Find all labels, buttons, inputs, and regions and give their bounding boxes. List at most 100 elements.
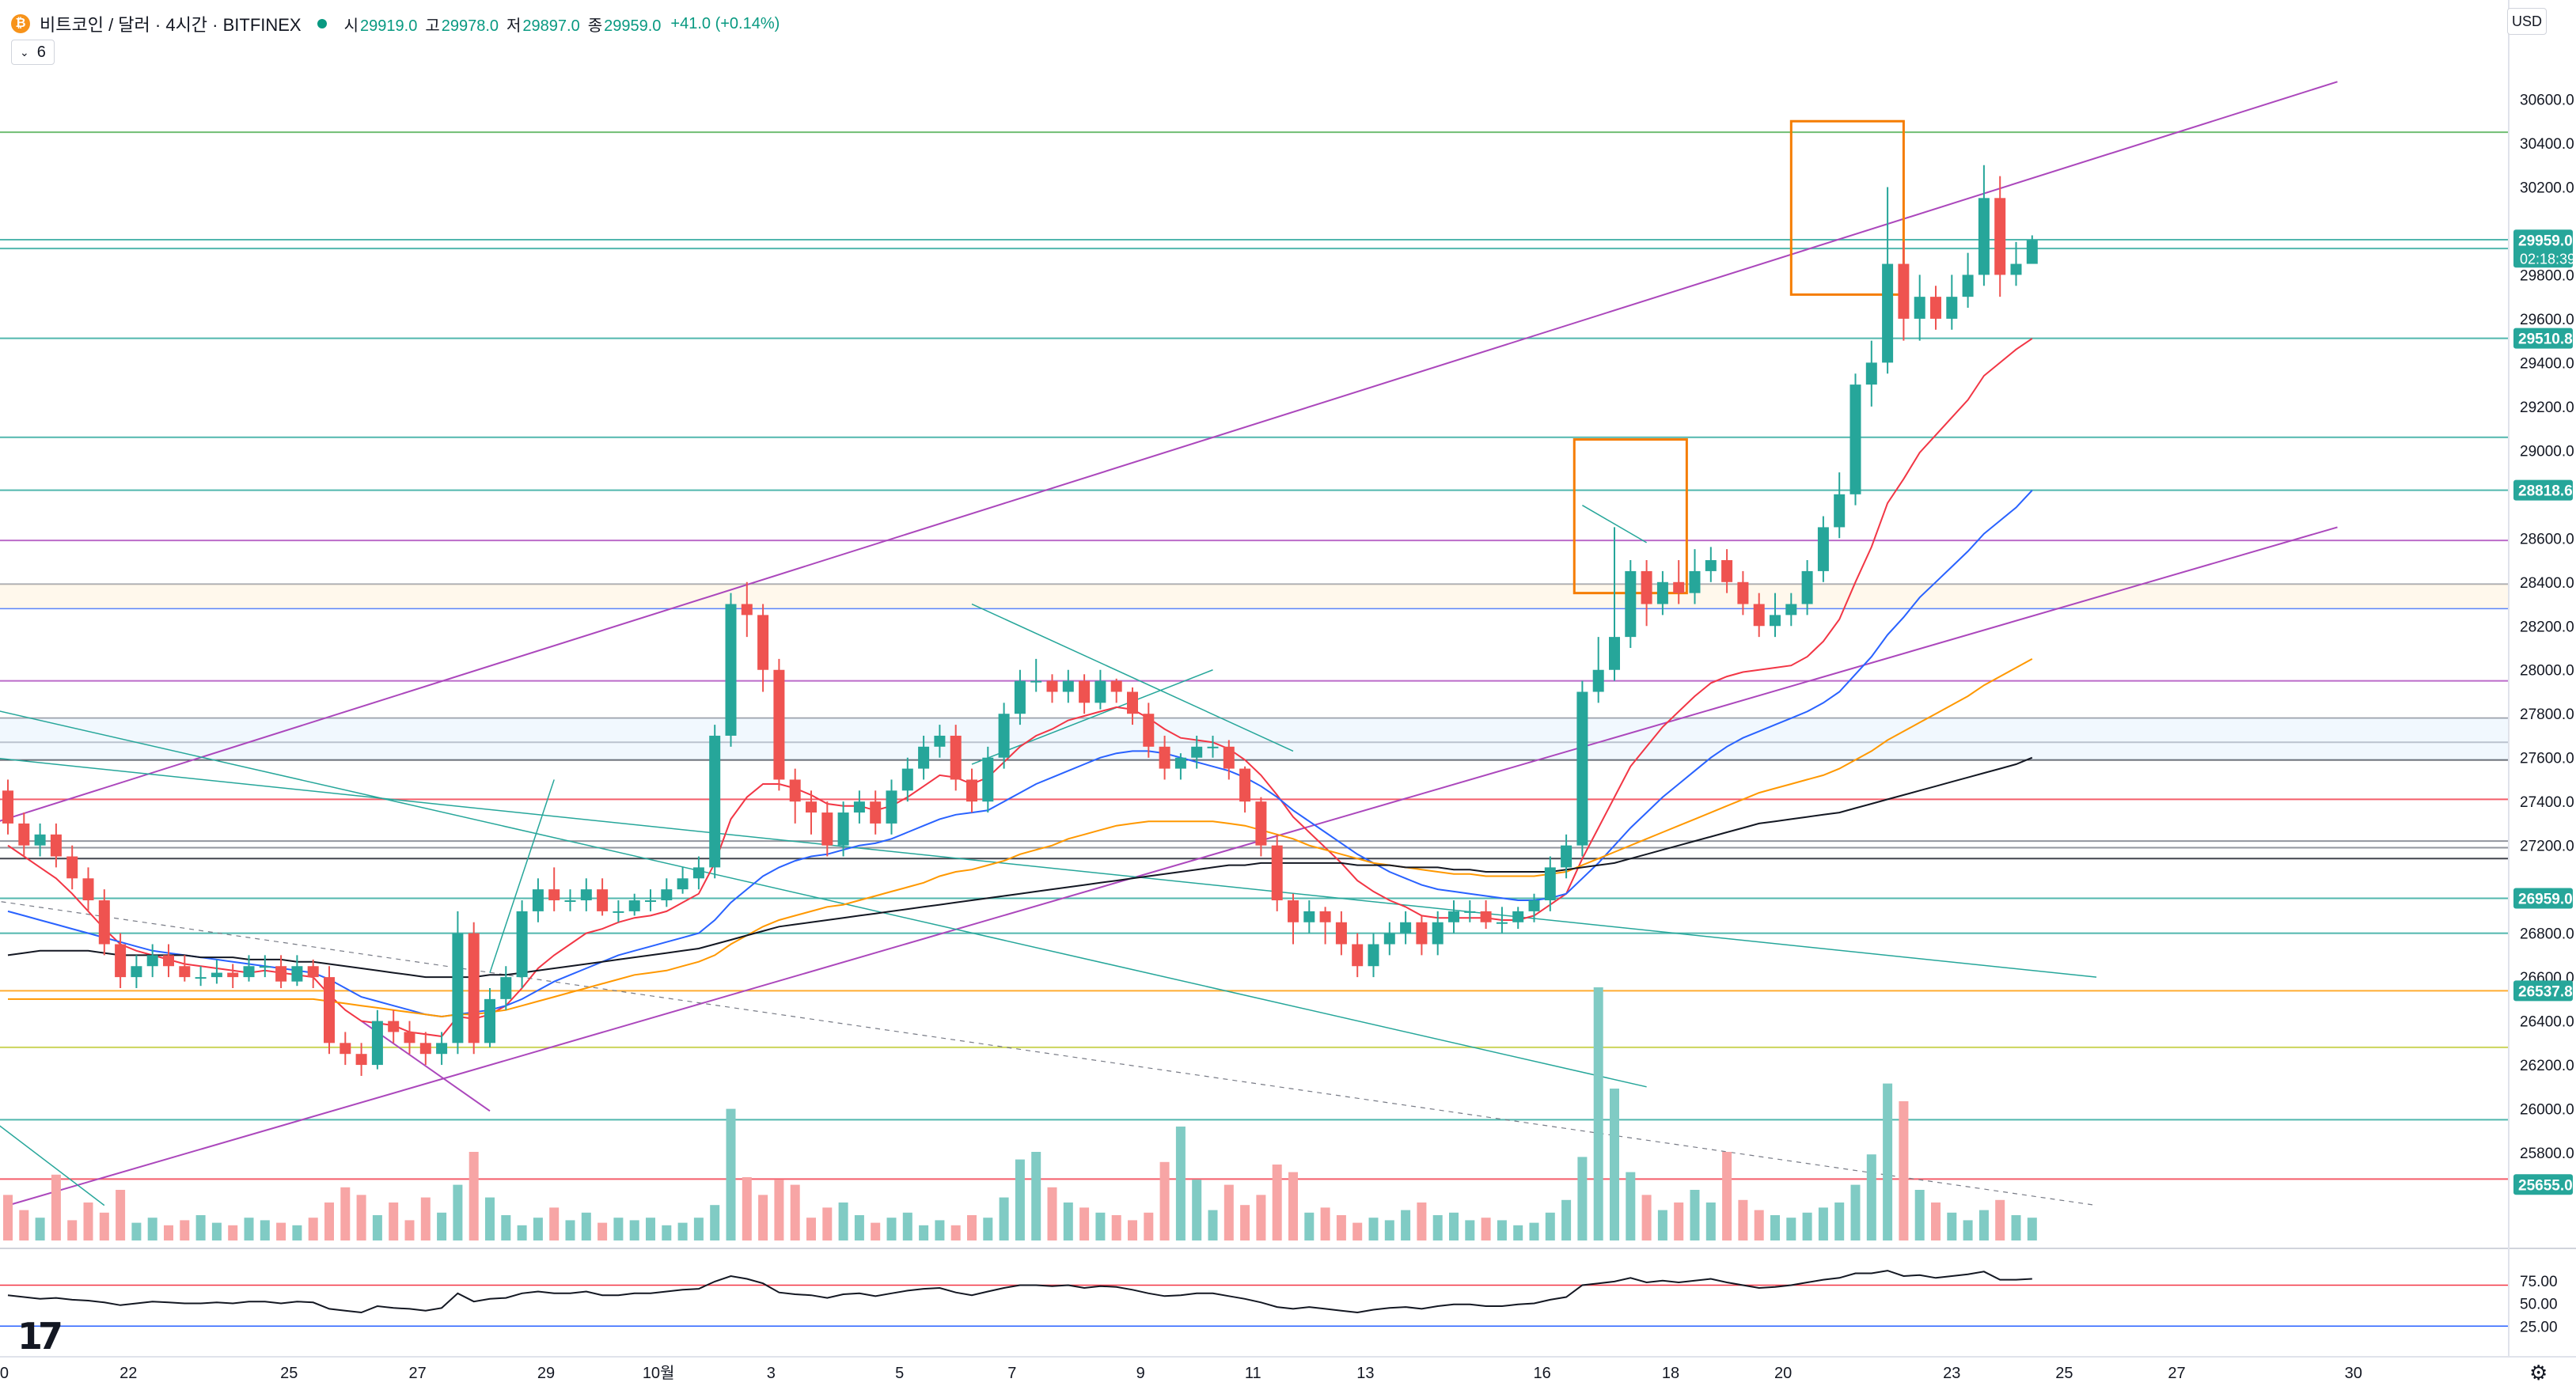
candle-body: [741, 604, 753, 615]
volume-bar: [99, 1212, 109, 1240]
indicator-toggle-button[interactable]: ⌄ 6: [11, 40, 55, 65]
candle-body: [163, 955, 174, 967]
volume-bar: [693, 1218, 704, 1240]
volume-bar: [340, 1187, 351, 1240]
candle-body: [1978, 198, 1990, 275]
price-tag: 26537.8: [2513, 980, 2573, 1002]
volume-bar: [1208, 1210, 1218, 1240]
candle-body: [1352, 944, 1364, 967]
candle-body: [628, 900, 640, 911]
candle: [2, 779, 13, 835]
candle-body: [1400, 922, 1412, 934]
volume-bar: [902, 1212, 912, 1240]
candle: [597, 878, 609, 916]
candle: [1062, 669, 1074, 703]
candle-body: [227, 972, 239, 978]
candle: [1400, 911, 1412, 945]
candle: [243, 955, 255, 982]
candle-body: [1994, 198, 2006, 275]
price-tag-label: 29959.0: [2518, 233, 2573, 249]
moving-average-line: [8, 658, 2033, 1018]
candle: [998, 703, 1010, 769]
tradingview-logo-icon[interactable]: 17: [17, 1315, 63, 1358]
volume-bar: [1690, 1190, 1700, 1240]
candle-body: [1062, 680, 1074, 692]
volume-bar: [919, 1225, 929, 1240]
volume-bar: [1641, 1195, 1652, 1240]
volume-bar: [1256, 1195, 1266, 1240]
volume-bar: [533, 1218, 543, 1240]
candle: [1849, 373, 1861, 506]
volume-bar: [372, 1215, 382, 1240]
volume-bar: [1561, 1199, 1572, 1240]
candle-body: [1849, 384, 1861, 494]
candle: [950, 725, 962, 791]
trend-line: [0, 710, 1647, 1088]
volume-bar: [211, 1222, 222, 1240]
volume-bar: [1914, 1190, 1925, 1240]
volume-bar: [1818, 1207, 1828, 1240]
candle: [1416, 915, 1428, 956]
x-tick-label: 9: [1136, 1365, 1145, 1382]
candle-body: [259, 966, 271, 968]
x-tick-label: 22: [120, 1365, 137, 1382]
volume-bar: [935, 1220, 945, 1240]
price-tag-bg: [2513, 1174, 2573, 1195]
trend-line: [971, 603, 1294, 752]
symbol-title[interactable]: 비트코인 / 달러 · 4시간 · BITFINEX: [40, 15, 302, 35]
candle: [918, 735, 930, 780]
currency-button[interactable]: USD: [2507, 8, 2547, 35]
candle: [1882, 187, 1894, 374]
price-tag-bg: [2513, 980, 2573, 1002]
volume-bar: [51, 1174, 61, 1240]
candle-body: [1496, 922, 1508, 924]
candle-body: [837, 812, 849, 846]
y-tick-label: 28000.0: [2520, 663, 2574, 680]
candle: [1335, 911, 1347, 956]
candle: [1383, 922, 1395, 956]
candle-body: [2026, 240, 2038, 264]
candle-body: [950, 735, 962, 780]
gear-icon[interactable]: ⚙: [2529, 1361, 2548, 1384]
trend-line: [489, 779, 555, 973]
volume-bar: [1368, 1218, 1379, 1240]
indicator-count: 6: [36, 43, 46, 61]
candle: [1592, 637, 1604, 703]
rsi-line: [7, 1270, 2032, 1314]
candle-body: [1223, 746, 1235, 769]
candle: [1625, 560, 1637, 648]
candle-body: [179, 966, 191, 978]
chevron-down-icon: ⌄: [20, 45, 29, 59]
rsi-tick-label: 25.00: [2520, 1319, 2558, 1335]
x-tick-label: 20: [1774, 1365, 1792, 1382]
candle: [484, 987, 495, 1047]
candle-body: [131, 966, 142, 978]
volume-bar: [1481, 1218, 1491, 1240]
candle-body: [1110, 680, 1122, 692]
candle: [821, 801, 833, 857]
candle-body: [1416, 922, 1428, 945]
volume-bar: [999, 1197, 1009, 1240]
candle: [388, 1009, 400, 1043]
candle: [291, 955, 303, 987]
candle-body: [806, 801, 817, 813]
volume-bar: [131, 1222, 142, 1240]
volume-bar: [1336, 1215, 1346, 1240]
candle: [548, 867, 560, 911]
candle: [1255, 797, 1267, 857]
candle: [419, 1032, 431, 1066]
candle: [18, 812, 30, 857]
x-tick-label: 27: [2168, 1365, 2185, 1382]
candle: [307, 959, 319, 988]
volume-bar: [308, 1218, 318, 1240]
volume-bar: [726, 1108, 736, 1240]
moving-average-line: [7, 756, 2033, 979]
volume-bar: [469, 1152, 479, 1240]
candle-body: [982, 757, 994, 802]
candle: [1496, 907, 1508, 934]
candle-body: [1544, 867, 1556, 901]
candle-body: [2010, 263, 2022, 275]
volume-bar: [35, 1218, 45, 1240]
